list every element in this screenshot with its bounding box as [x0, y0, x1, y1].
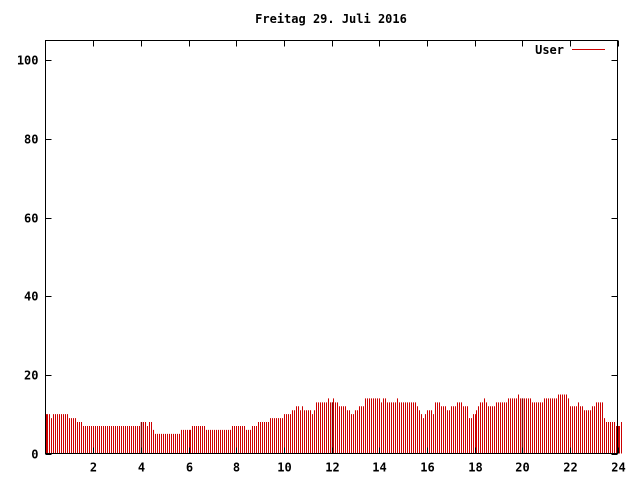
legend-label-user: User — [535, 43, 564, 57]
x-tick-label: 12 — [325, 461, 339, 475]
x-tick-label: 16 — [420, 461, 434, 475]
y-axis: 0 20 40 60 80 100 — [17, 54, 618, 462]
x-tick-label: 24 — [611, 461, 625, 475]
x-axis: 2 4 6 8 10 12 14 16 18 20 22 24 — [90, 40, 626, 475]
x-tick-label: 10 — [277, 461, 291, 475]
x-tick-label: 14 — [372, 461, 386, 475]
x-tick-label: 8 — [233, 461, 240, 475]
plot-frame — [45, 40, 618, 454]
y-tick-label: 80 — [24, 133, 38, 147]
y-tick-label: 40 — [24, 290, 38, 304]
x-tick-label: 18 — [468, 461, 482, 475]
y-tick-label: 20 — [24, 369, 38, 383]
x-tick-label: 2 — [90, 461, 97, 475]
x-tick-label: 22 — [563, 461, 577, 475]
y-tick-label: 100 — [17, 54, 39, 68]
y-tick-label: 0 — [31, 448, 38, 462]
x-tick-label: 6 — [186, 461, 193, 475]
legend: User — [535, 43, 605, 57]
x-tick-label: 20 — [515, 461, 529, 475]
y-tick-label: 60 — [24, 212, 38, 226]
chart-title: Freitag 29. Juli 2016 — [255, 12, 407, 26]
bars-layer — [46, 394, 622, 454]
x-tick-label: 4 — [138, 461, 145, 475]
